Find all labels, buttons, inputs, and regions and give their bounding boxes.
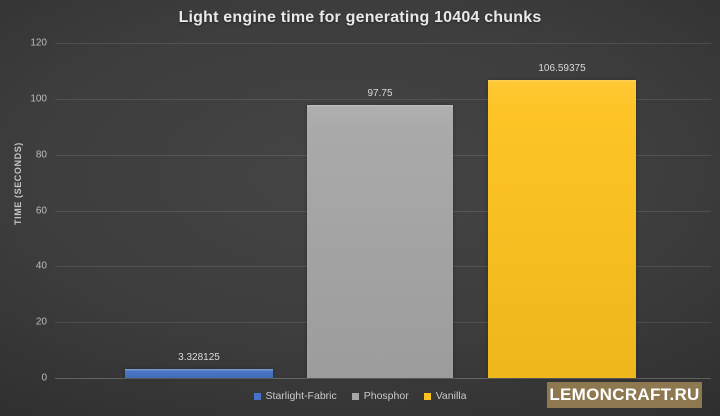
bar-column-starlight-fabric: 3.328125	[125, 43, 273, 378]
y-tick-label: 20	[35, 316, 47, 328]
bar-column-vanilla: 106.59375	[488, 43, 636, 378]
y-tick-label: 60	[35, 205, 47, 216]
bar-phosphor	[307, 105, 453, 378]
legend-label: Starlight-Fabric	[265, 390, 337, 402]
y-tick-label: 80	[35, 149, 47, 161]
y-tick-label: 100	[30, 93, 47, 105]
bar-column-phosphor: 97.75	[307, 43, 453, 378]
bar-vanilla	[488, 80, 636, 378]
chart-legend: Starlight-Fabric Phosphor Vanilla	[0, 390, 720, 402]
legend-item-vanilla: Vanilla	[423, 390, 467, 402]
bar-starlight-fabric	[125, 368, 273, 378]
y-tick-label: 40	[35, 260, 47, 272]
gridline	[55, 43, 711, 44]
legend-item-phosphor: Phosphor	[351, 390, 409, 402]
legend-item-starlight-fabric: Starlight-Fabric	[253, 390, 337, 402]
x-axis-line	[55, 378, 711, 379]
legend-swatch-icon	[351, 392, 359, 400]
gridline	[55, 98, 711, 100]
bar-value-label: 3.328125	[178, 351, 220, 363]
bar-value-label: 97.75	[367, 88, 393, 100]
watermark-text: LEMONCRAFT.RU	[549, 385, 700, 404]
legend-swatch-icon	[253, 392, 261, 400]
watermark-badge: LEMONCRAFT.RU	[547, 382, 702, 408]
legend-label: Phosphor	[363, 390, 409, 402]
y-tick-label: 120	[30, 37, 47, 49]
legend-label: Vanilla	[435, 390, 467, 402]
plot-area: 3.328125 97.75 106.59375	[55, 43, 711, 379]
chart-title: Light engine time for generating 10404 c…	[178, 9, 542, 26]
y-axis-tick-labels: 120 100 80 60 40 20 0	[0, 38, 47, 384]
bar-value-label: 106.59375	[538, 63, 586, 75]
legend-swatch-icon	[423, 392, 431, 400]
y-tick-label: 0	[41, 372, 47, 384]
